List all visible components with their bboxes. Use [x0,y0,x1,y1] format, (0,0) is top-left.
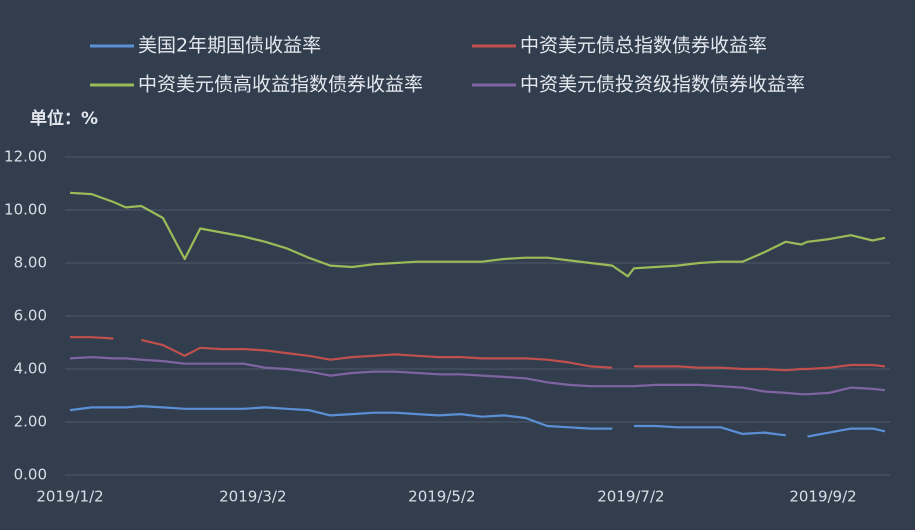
unit-label: 单位：% [30,108,98,129]
series-line [69,356,886,396]
y-tick-label: 12.00 [4,148,47,166]
x-tick-label: 2019/5/2 [408,488,475,506]
y-tick-label: 0.00 [14,466,47,484]
legend-label: 中资美元债总指数债券收益率 [520,35,767,57]
series-line [69,191,886,278]
legend-label: 中资美元债投资级指数债券收益率 [520,74,805,96]
series-line [69,405,886,438]
series-line [70,336,886,372]
x-tick-label: 2019/9/2 [789,488,856,506]
y-tick-label: 6.00 [14,307,47,325]
x-tick-label: 2019/3/2 [219,488,286,506]
x-tick-label: 2019/1/2 [36,488,103,506]
x-tick-label: 2019/7/2 [597,488,664,506]
legend-label: 中资美元债高收益指数债券收益率 [138,74,423,96]
legend-label: 美国2年期国债收益率 [138,35,321,57]
y-tick-label: 8.00 [14,254,47,272]
y-tick-label: 10.00 [4,201,47,219]
y-tick-label: 2.00 [14,413,47,431]
y-tick-label: 4.00 [14,360,47,378]
